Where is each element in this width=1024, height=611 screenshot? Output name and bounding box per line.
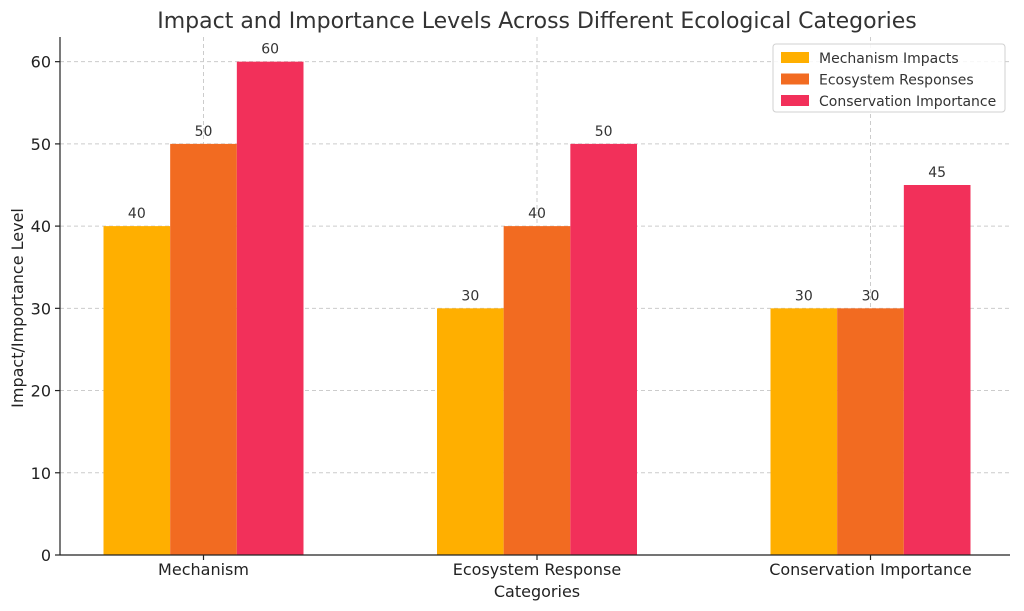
bar [903,185,971,555]
data-label: 40 [128,206,146,222]
data-label: 30 [795,288,813,304]
data-label: 45 [928,165,946,181]
data-label: 30 [461,288,479,304]
data-labels: 40 30 30 50 40 30 60 50 45 [128,42,946,305]
y-tick-label: 60 [31,53,51,72]
legend-entry: Conservation Importance [819,94,996,110]
bar [770,308,838,555]
y-axis-label: Impact/Importance Level [8,208,27,408]
y-tick-label: 0 [41,546,51,565]
bar [103,226,171,555]
bar [236,61,304,556]
chart-title: Impact and Importance Levels Across Diff… [157,9,917,34]
y-tick-label: 50 [31,135,51,154]
data-label: 30 [862,288,880,304]
legend-swatch [781,73,809,85]
x-axis-label: Categories [494,582,580,601]
bar [837,308,904,555]
legend-entry: Mechanism Impacts [819,51,959,67]
axes: 0 10 20 30 40 50 60 Mechanism Ecosystem Response… [31,37,1010,579]
bar [437,308,504,555]
data-label: 50 [195,124,213,140]
legend-swatch [781,95,809,106]
legend-swatch [781,52,809,63]
bar [570,143,637,555]
y-tick-label: 40 [31,217,51,236]
legend-box [772,43,1006,113]
y-tick-label: 10 [31,464,51,483]
data-label: 50 [595,124,613,140]
legend: Mechanism Impacts Ecosystem Responses Cons… [772,43,1006,113]
bars [103,61,971,556]
data-label: 60 [261,42,279,58]
y-tick-label: 30 [31,299,51,318]
x-tick-label: Ecosystem Response [453,560,621,579]
legend-entry: Ecosystem Responses [819,73,974,89]
data-label: 40 [528,206,546,222]
x-tick-label: Mechanism [158,560,249,579]
bar [170,143,237,555]
y-tick-label: 20 [31,382,51,401]
x-tick-label: Conservation Importance [769,560,972,579]
bar [503,226,571,555]
